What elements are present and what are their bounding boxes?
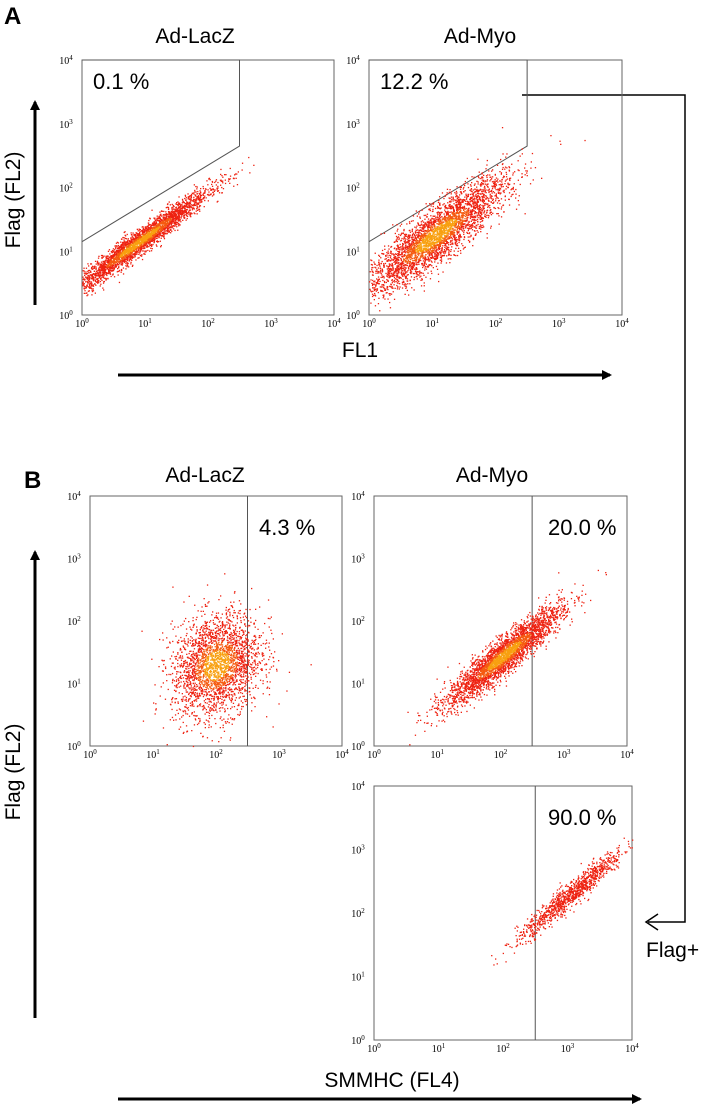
event-dots: [141, 573, 312, 748]
y-axis-title-b: Flag (FL2): [2, 724, 25, 821]
y-axis-title-a: Flag (FL2): [2, 152, 25, 249]
gate-polygon: [368, 59, 528, 243]
x-tick-label: 100: [83, 748, 97, 761]
y-tick-label: 103: [67, 553, 81, 566]
x-tick-label: 101: [431, 748, 445, 761]
x-axis-title-a: FL1: [342, 339, 378, 362]
y-tick-label: 100: [346, 309, 360, 322]
gate-percent-b-myo: 20.0 %: [548, 515, 617, 540]
y-tick-label: 101: [351, 678, 365, 691]
plot-title-b-myo: Ad-Myo: [456, 464, 528, 487]
y-tick-label: 100: [351, 740, 365, 753]
y-tick-label: 102: [351, 615, 365, 628]
plot-frame: [89, 495, 343, 747]
y-tick-label: 104: [67, 490, 81, 503]
y-tick-label: 104: [59, 54, 73, 67]
y-tick-label: 104: [346, 54, 360, 67]
y-tick-label: 101: [59, 245, 73, 258]
x-tick-label: 101: [138, 317, 152, 330]
x-tick-label: 100: [362, 317, 376, 330]
y-tick-label: 102: [351, 907, 365, 920]
x-tick-label: 104: [335, 748, 349, 761]
y-tick-label: 103: [59, 118, 73, 131]
event-dots: [491, 837, 634, 966]
y-tick-label: 100: [67, 740, 81, 753]
y-tick-label: 101: [351, 971, 365, 984]
x-tick-label: 103: [264, 317, 278, 330]
flag-plus-label: Flag+: [646, 939, 699, 962]
x-tick-label: 102: [201, 317, 215, 330]
event-dots: [82, 156, 255, 297]
y-tick-label: 100: [351, 1034, 365, 1047]
x-tick-label: 103: [557, 748, 571, 761]
scatter-plot-b-myo: 100 101 102 103 104 100 101 102 103 104: [351, 490, 634, 761]
y-tick-label: 100: [59, 309, 73, 322]
y-tick-label: 103: [351, 844, 365, 857]
plot-frame: [81, 59, 335, 316]
x-tick-label: 103: [552, 317, 566, 330]
flag-plus-arrowhead: [644, 913, 659, 931]
panel-letter-a: A: [4, 3, 21, 30]
scatter-plot-a-lacz: 100 101 102 103 104 100 101 102 103 104: [59, 54, 341, 330]
plot-frame: [373, 785, 633, 1041]
y-tick-label: 102: [59, 182, 73, 195]
plot-title-b-lacz: Ad-LacZ: [165, 464, 245, 487]
event-dots: [369, 127, 586, 312]
gate-percent-b-flag: 90.0 %: [548, 805, 617, 830]
x-tick-label: 104: [615, 317, 629, 330]
x-tick-label: 100: [367, 748, 381, 761]
gate-percent-a-myo: 12.2 %: [380, 69, 449, 94]
y-tick-label: 102: [346, 182, 360, 195]
x-axis-title-b: SMMHC (FL4): [324, 1069, 459, 1092]
y-tick-label: 102: [67, 615, 81, 628]
x-tick-label: 101: [146, 748, 160, 761]
x-tick-label: 101: [432, 1042, 446, 1055]
x-tick-label: 103: [561, 1042, 575, 1055]
x-tick-label: 102: [496, 1042, 510, 1055]
gate-percent-b-lacz: 4.3 %: [259, 515, 315, 540]
gate-percent-a-lacz: 0.1 %: [93, 69, 149, 94]
gate-polygon: [81, 59, 240, 243]
x-tick-label: 104: [625, 1042, 639, 1055]
event-dots: [407, 569, 607, 746]
x-tick-label: 101: [426, 317, 440, 330]
x-tick-label: 104: [620, 748, 634, 761]
x-tick-label: 102: [209, 748, 223, 761]
x-tick-label: 104: [327, 317, 341, 330]
scatter-plot-b-flag: 100 101 102 103 104 100 101 102 103 104: [351, 780, 639, 1055]
y-tick-label: 103: [346, 118, 360, 131]
plot-title-a-lacz: Ad-LacZ: [155, 25, 235, 48]
plot-title-a-myo: Ad-Myo: [444, 25, 516, 48]
x-tick-label: 100: [75, 317, 89, 330]
y-tick-label: 101: [67, 678, 81, 691]
y-tick-label: 101: [346, 245, 360, 258]
x-tick-label: 102: [489, 317, 503, 330]
x-tick-label: 100: [367, 1042, 381, 1055]
panel-letter-b: B: [24, 467, 41, 494]
plot-frame: [373, 495, 628, 747]
x-tick-label: 102: [494, 748, 508, 761]
x-tick-label: 103: [272, 748, 286, 761]
y-tick-label: 104: [351, 780, 365, 793]
flag-plus-connector: [522, 94, 686, 923]
y-tick-label: 103: [351, 553, 365, 566]
y-tick-label: 104: [351, 490, 365, 503]
